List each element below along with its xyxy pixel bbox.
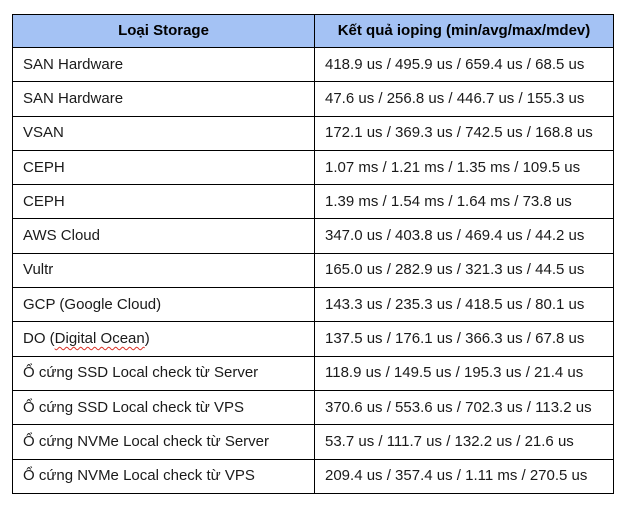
- ioping-result-cell: 347.0 us / 403.8 us / 469.4 us / 44.2 us: [314, 218, 614, 254]
- storage-type-cell: Vultr: [12, 252, 315, 289]
- table-row: SAN Hardware 47.6 us / 256.8 us / 446.7 u…: [12, 81, 614, 117]
- ioping-results-table: Loại Storage Kết quả ioping (min/avg/max…: [12, 14, 614, 494]
- storage-type-text: ): [144, 330, 150, 348]
- storage-type-cell: GCP (Google Cloud): [12, 287, 315, 323]
- ioping-result-cell: 209.4 us / 357.4 us / 1.11 ms / 270.5 us: [314, 458, 614, 494]
- table-row: Ổ cứng SSD Local check từ Server 118.9 us…: [12, 355, 614, 391]
- storage-type-cell: Ổ cứng NVMe Local check từ Server: [12, 424, 315, 460]
- storage-type-cell: CEPH: [12, 149, 315, 186]
- storage-type-cell: Ổ cứng SSD Local check từ Server: [12, 355, 315, 391]
- ioping-result-cell: 1.39 ms / 1.54 ms / 1.64 ms / 73.8 us: [314, 184, 614, 220]
- table-header-row: Loại Storage Kết quả ioping (min/avg/max…: [12, 14, 614, 48]
- ioping-result-cell: 137.5 us / 176.1 us / 366.3 us / 67.8 us: [314, 321, 614, 357]
- ioping-result-cell: 53.7 us / 111.7 us / 132.2 us / 21.6 us: [314, 424, 614, 460]
- storage-type-cell: Ổ cứng SSD Local check từ VPS: [12, 389, 315, 426]
- table-row: AWS Cloud 347.0 us / 403.8 us / 469.4 us …: [12, 218, 614, 254]
- ioping-result-cell: 118.9 us / 149.5 us / 195.3 us / 21.4 us: [314, 355, 614, 391]
- ioping-result-cell: 1.07 ms / 1.21 ms / 1.35 ms / 109.5 us: [314, 149, 614, 186]
- storage-type-cell: AWS Cloud: [12, 218, 315, 254]
- ioping-result-cell: 143.3 us / 235.3 us / 418.5 us / 80.1 us: [314, 287, 614, 323]
- storage-type-cell: VSAN: [12, 115, 315, 151]
- storage-type-cell: SAN Hardware: [12, 46, 315, 83]
- ioping-result-cell: 370.6 us / 553.6 us / 702.3 us / 113.2 u…: [314, 389, 614, 426]
- table-row: Ổ cứng SSD Local check từ VPS 370.6 us / …: [12, 389, 614, 426]
- storage-type-cell: SAN Hardware: [12, 81, 315, 117]
- column-header-ioping-result: Kết quả ioping (min/avg/max/mdev): [314, 14, 614, 48]
- table-row: Ổ cứng NVMe Local check từ VPS 209.4 us /…: [12, 458, 614, 494]
- ioping-result-cell: 172.1 us / 369.3 us / 742.5 us / 168.8 u…: [314, 115, 614, 151]
- table-row: VSAN 172.1 us / 369.3 us / 742.5 us / 168…: [12, 115, 614, 151]
- table-row: SAN Hardware 418.9 us / 495.9 us / 659.4 …: [12, 46, 614, 83]
- storage-type-cell: CEPH: [12, 184, 315, 220]
- table-row: CEPH 1.07 ms / 1.21 ms / 1.35 ms / 109.5 …: [12, 149, 614, 186]
- ioping-result-cell: 47.6 us / 256.8 us / 446.7 us / 155.3 us: [314, 81, 614, 117]
- ioping-result-cell: 165.0 us / 282.9 us / 321.3 us / 44.5 us: [314, 252, 614, 289]
- storage-type-cell: DO (Digital Ocean): [12, 321, 315, 357]
- column-header-storage: Loại Storage: [12, 14, 315, 48]
- table-row: Vultr 165.0 us / 282.9 us / 321.3 us / 44…: [12, 252, 614, 289]
- ioping-result-cell: 418.9 us / 495.9 us / 659.4 us / 68.5 us: [314, 46, 614, 83]
- storage-type-text: DO (: [23, 330, 55, 348]
- table-row: CEPH 1.39 ms / 1.54 ms / 1.64 ms / 73.8 u…: [12, 184, 614, 220]
- storage-type-cell: Ổ cứng NVMe Local check từ VPS: [12, 458, 315, 494]
- table-row: Ổ cứng NVMe Local check từ Server 53.7 us…: [12, 424, 614, 460]
- misspelled-text: Digital Ocean: [54, 330, 145, 348]
- table-row: GCP (Google Cloud) 143.3 us / 235.3 us / …: [12, 287, 614, 323]
- table-row: DO (Digital Ocean) 137.5 us / 176.1 us / …: [12, 321, 614, 357]
- table-body: SAN Hardware 418.9 us / 495.9 us / 659.4 …: [12, 46, 614, 494]
